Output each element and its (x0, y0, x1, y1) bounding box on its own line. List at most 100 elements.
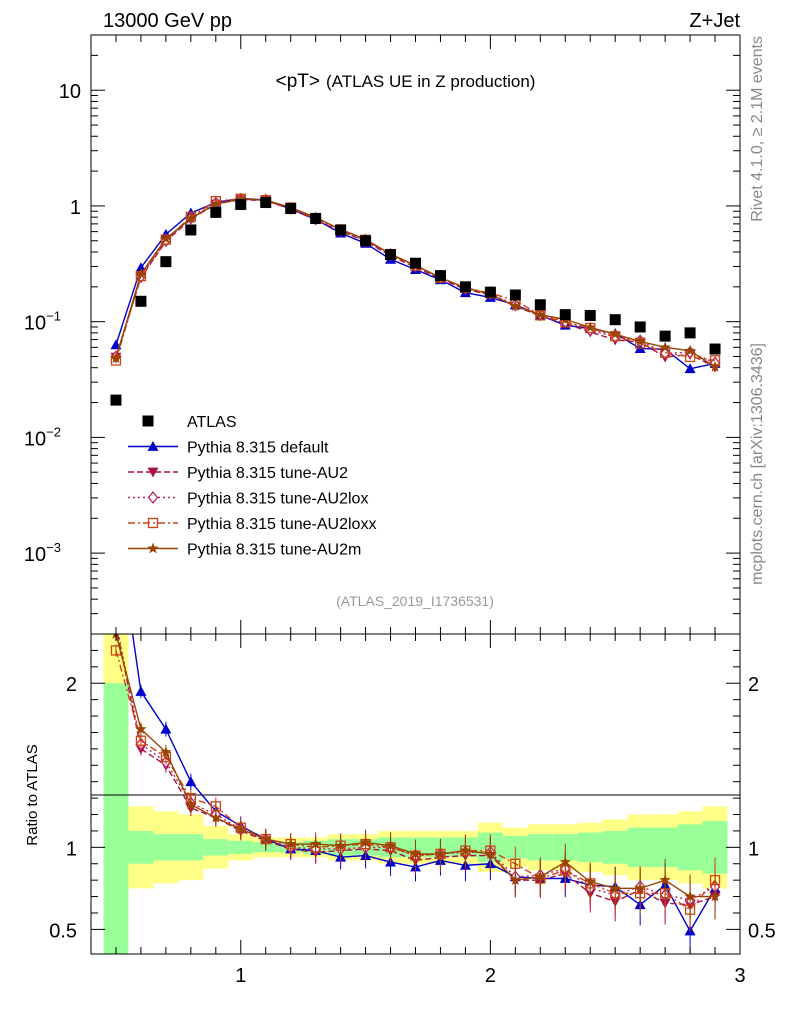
ratio-tick-label-left: 1 (66, 838, 77, 860)
chart-title-main: <pT> (276, 71, 320, 92)
ratio-point-5 (284, 838, 297, 849)
ratio-point-3 (112, 617, 121, 628)
ratio-tick-label-right: 2 (748, 674, 759, 696)
x-tick-label: 2 (485, 965, 496, 987)
atlas-data-point (185, 224, 197, 236)
atlas-data-point (534, 299, 546, 311)
ratio-point-5 (334, 839, 347, 851)
legend-marker-5 (147, 542, 159, 554)
legend-label-1: Pythia 8.315 default (187, 440, 329, 457)
ratio-point-5 (260, 833, 272, 844)
uncertainty-band-inner (577, 832, 603, 863)
series-point-5 (110, 352, 122, 364)
atlas-data-point (385, 249, 397, 261)
atlas-data-point (135, 295, 147, 307)
legend-label-4: Pythia 8.315 tune-AU2loxx (187, 516, 376, 533)
series-point-5 (584, 321, 596, 333)
legend-label-5: Pythia 8.315 tune-AU2m (187, 542, 361, 559)
uncertainty-band-inner (677, 824, 703, 871)
ratio-point-5 (534, 870, 547, 882)
y-tick-label: 1 (70, 197, 81, 219)
main-series-layer (110, 192, 721, 374)
chart-title-sub: (ATLAS UE in Z production) (326, 72, 535, 91)
ratio-series-clipped (110, 514, 721, 954)
ratio-tick-label-left: 2 (66, 674, 77, 696)
rivet-version-note: Rivet 4.1.0, ≥ 2.1M events (749, 36, 766, 222)
main-axis-ticks: 10 1 10−1 10−2 10−3 (24, 34, 740, 635)
main-panel: 10 1 10−1 10−2 10−3 <pT> (ATLAS UE in Z prod… (24, 34, 741, 635)
series-point-5 (634, 335, 646, 347)
y-tick-label: 10−3 (24, 540, 61, 566)
atlas-data-point (634, 321, 646, 333)
ratio-point-5 (584, 875, 596, 887)
legend: ATLAS Pythia 8.315 default Pythia 8.315 tu… (128, 414, 376, 559)
ratio-point-5 (160, 746, 172, 758)
ratio-point-1 (160, 723, 172, 734)
ratio-tick-label-left: 0.5 (49, 920, 77, 942)
atlas-data-point (285, 203, 297, 215)
ratio-point-5 (709, 890, 721, 902)
uncertainty-band-inner (128, 830, 154, 864)
atlas-data-point (709, 343, 721, 355)
atlas-data-point (509, 289, 521, 301)
atlas-data-point (160, 256, 172, 268)
x-tick-label: 1 (235, 965, 246, 987)
series-point-1 (684, 363, 696, 374)
legend-marker-4 (147, 517, 159, 529)
legend-marker-atlas (142, 415, 154, 427)
atlas-data-point (584, 310, 596, 322)
legend-label-2: Pythia 8.315 tune-AU2 (187, 465, 348, 482)
ratio-uncertainty-bands (103, 634, 728, 954)
series-point-5 (659, 341, 671, 353)
x-tick-label: 3 (734, 965, 745, 987)
ratio-point-4 (135, 735, 147, 746)
series-line-3 (115, 198, 716, 364)
ratio-point-5 (484, 847, 497, 859)
ratio-point-1 (185, 776, 197, 787)
atlas-data-point (360, 235, 372, 247)
atlas-data-point (559, 309, 571, 321)
ratio-point-5 (434, 847, 447, 859)
energy-label: 13000 GeV pp (103, 10, 232, 32)
legend-marker-1 (147, 441, 159, 451)
y-tick-label: 10 (59, 81, 81, 103)
ratio-axis-ticks: 0.5 0.5 1 1 2 2 1 2 3 (49, 634, 776, 987)
series-line-1 (115, 197, 716, 370)
ratio-ylabel: Ratio to ATLAS (24, 744, 41, 845)
series-line-5 (115, 198, 716, 368)
ratio-point-5 (634, 882, 646, 894)
ratio-point-5 (135, 723, 147, 735)
ratio-tick-label-right: 0.5 (748, 920, 776, 942)
atlas-data-point (484, 286, 496, 298)
atlas-data-point (210, 206, 222, 218)
series-point-5 (185, 212, 197, 224)
series-line-4 (115, 198, 716, 361)
series-point-5 (609, 328, 621, 339)
ratio-point-1 (110, 514, 121, 524)
ratio-point-5 (609, 882, 621, 894)
ratio-point-5 (210, 811, 222, 823)
ratio-point-5 (509, 874, 522, 886)
ratio-point-5 (185, 798, 197, 810)
ratio-point-5 (384, 839, 397, 851)
legend-label-atlas: ATLAS (187, 414, 237, 431)
atlas-data-points (110, 197, 721, 406)
analysis-label: (ATLAS_2019_I1736531) (336, 593, 494, 609)
ratio-point-5 (359, 836, 372, 848)
uncertainty-band-inner (153, 834, 179, 861)
series-point-5 (534, 308, 547, 320)
uncertainty-band-inner (602, 830, 628, 864)
atlas-data-point (335, 224, 347, 236)
series-point-5 (235, 193, 247, 205)
legend-marker-2 (147, 467, 159, 478)
series-point-5 (210, 198, 222, 209)
legend-label-3: Pythia 8.315 tune-AU2lox (187, 491, 368, 508)
ratio-point-5 (309, 838, 322, 849)
ratio-panel: 0.5 0.5 1 1 2 2 1 2 3 Ratio to ATLAS (24, 514, 776, 987)
atlas-data-point (459, 281, 471, 293)
atlas-data-point (310, 212, 322, 224)
series-point-5 (509, 300, 522, 312)
series-line-2 (115, 198, 716, 368)
uncertainty-band-inner (627, 827, 653, 868)
y-tick-label: 10−1 (24, 309, 61, 335)
